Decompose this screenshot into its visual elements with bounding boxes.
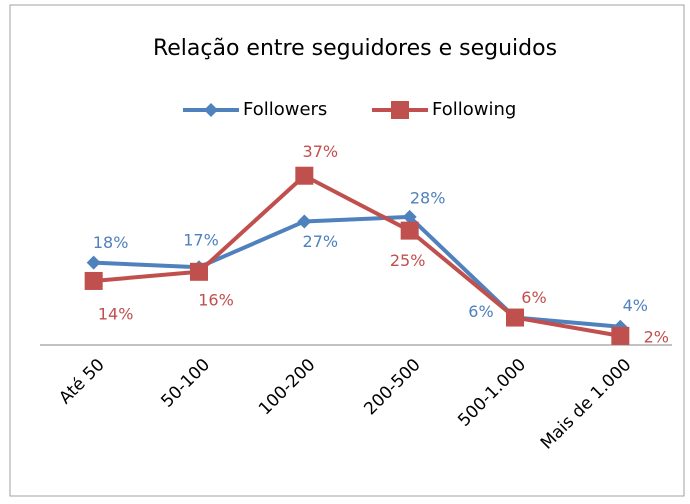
- marker: [190, 262, 208, 281]
- legend-label: Followers: [243, 99, 327, 120]
- data-label: 27%: [303, 232, 339, 251]
- legend-marker: [204, 103, 218, 117]
- data-label: 25%: [390, 251, 426, 270]
- line: [93, 173, 621, 338]
- data-label: 28%: [410, 188, 446, 207]
- legend-marker: [391, 101, 409, 119]
- data-label: 14%: [98, 304, 134, 323]
- chart-border: [9, 4, 685, 497]
- marker: [611, 326, 630, 345]
- data-label: 4%: [623, 296, 648, 315]
- data-label: 6%: [468, 302, 493, 321]
- marker: [400, 221, 419, 240]
- data-label: 18%: [93, 233, 129, 252]
- marker: [402, 209, 417, 224]
- marker: [295, 166, 314, 185]
- data-label: 37%: [303, 142, 339, 161]
- marker: [506, 308, 524, 327]
- marker: [84, 271, 103, 290]
- data-label: 6%: [521, 288, 546, 307]
- legend-label: Following: [432, 99, 516, 120]
- marker: [86, 255, 101, 270]
- data-label: 17%: [183, 231, 219, 250]
- data-label: 16%: [198, 290, 234, 309]
- chart-title: Relação entre seguidores e seguidos: [153, 36, 557, 61]
- data-label: 2%: [644, 327, 669, 346]
- marker: [297, 214, 312, 229]
